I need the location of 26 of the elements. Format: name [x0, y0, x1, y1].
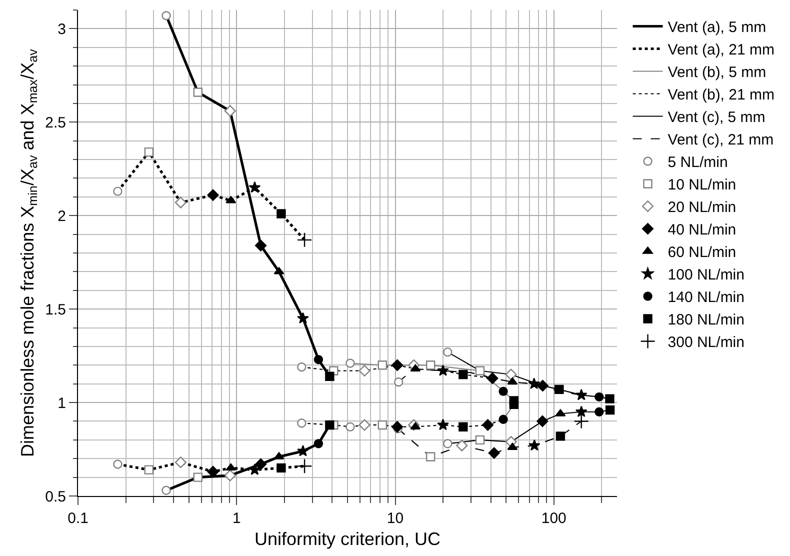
y-tick-label: 0.5	[45, 488, 66, 506]
legend-label: 180 NL/min	[668, 312, 744, 329]
x-tick-label: 0.1	[68, 510, 88, 527]
x-axis-title: Uniformity criterion, UC	[254, 529, 441, 550]
legend-label: 300 NL/min	[668, 334, 744, 352]
legend-label: Vent (c), 21 mm	[668, 132, 774, 149]
y-tick-label: 2.5	[45, 114, 66, 132]
legend-label: 60 NL/min	[668, 244, 736, 262]
legend-label: 5 NL/min	[668, 154, 728, 172]
legend-label: Vent (a), 21 mm	[668, 42, 774, 59]
legend-label: Vent (b), 21 mm	[668, 86, 774, 104]
x-tick-label: 1	[232, 510, 241, 527]
legend-label: 40 NL/min	[668, 222, 736, 239]
legend-label: Vent (c), 5 mm	[668, 109, 766, 126]
y-tick-label: 3	[58, 20, 66, 38]
x-tick-label: 10	[386, 510, 404, 527]
legend-label: 140 NL/min	[668, 289, 744, 306]
legend-label: Vent (a), 5 mm	[668, 19, 766, 36]
legend-label: Vent (b), 5 mm	[668, 64, 766, 82]
legend-label: 20 NL/min	[668, 199, 736, 216]
legend-label: 100 NL/min	[668, 266, 744, 284]
legend-label: 10 NL/min	[668, 176, 736, 194]
y-tick-label: 1.5	[45, 301, 66, 318]
y-tick-label: 2	[58, 208, 66, 225]
x-tick-label: 100	[541, 510, 566, 527]
y-tick-label: 1	[58, 394, 66, 412]
